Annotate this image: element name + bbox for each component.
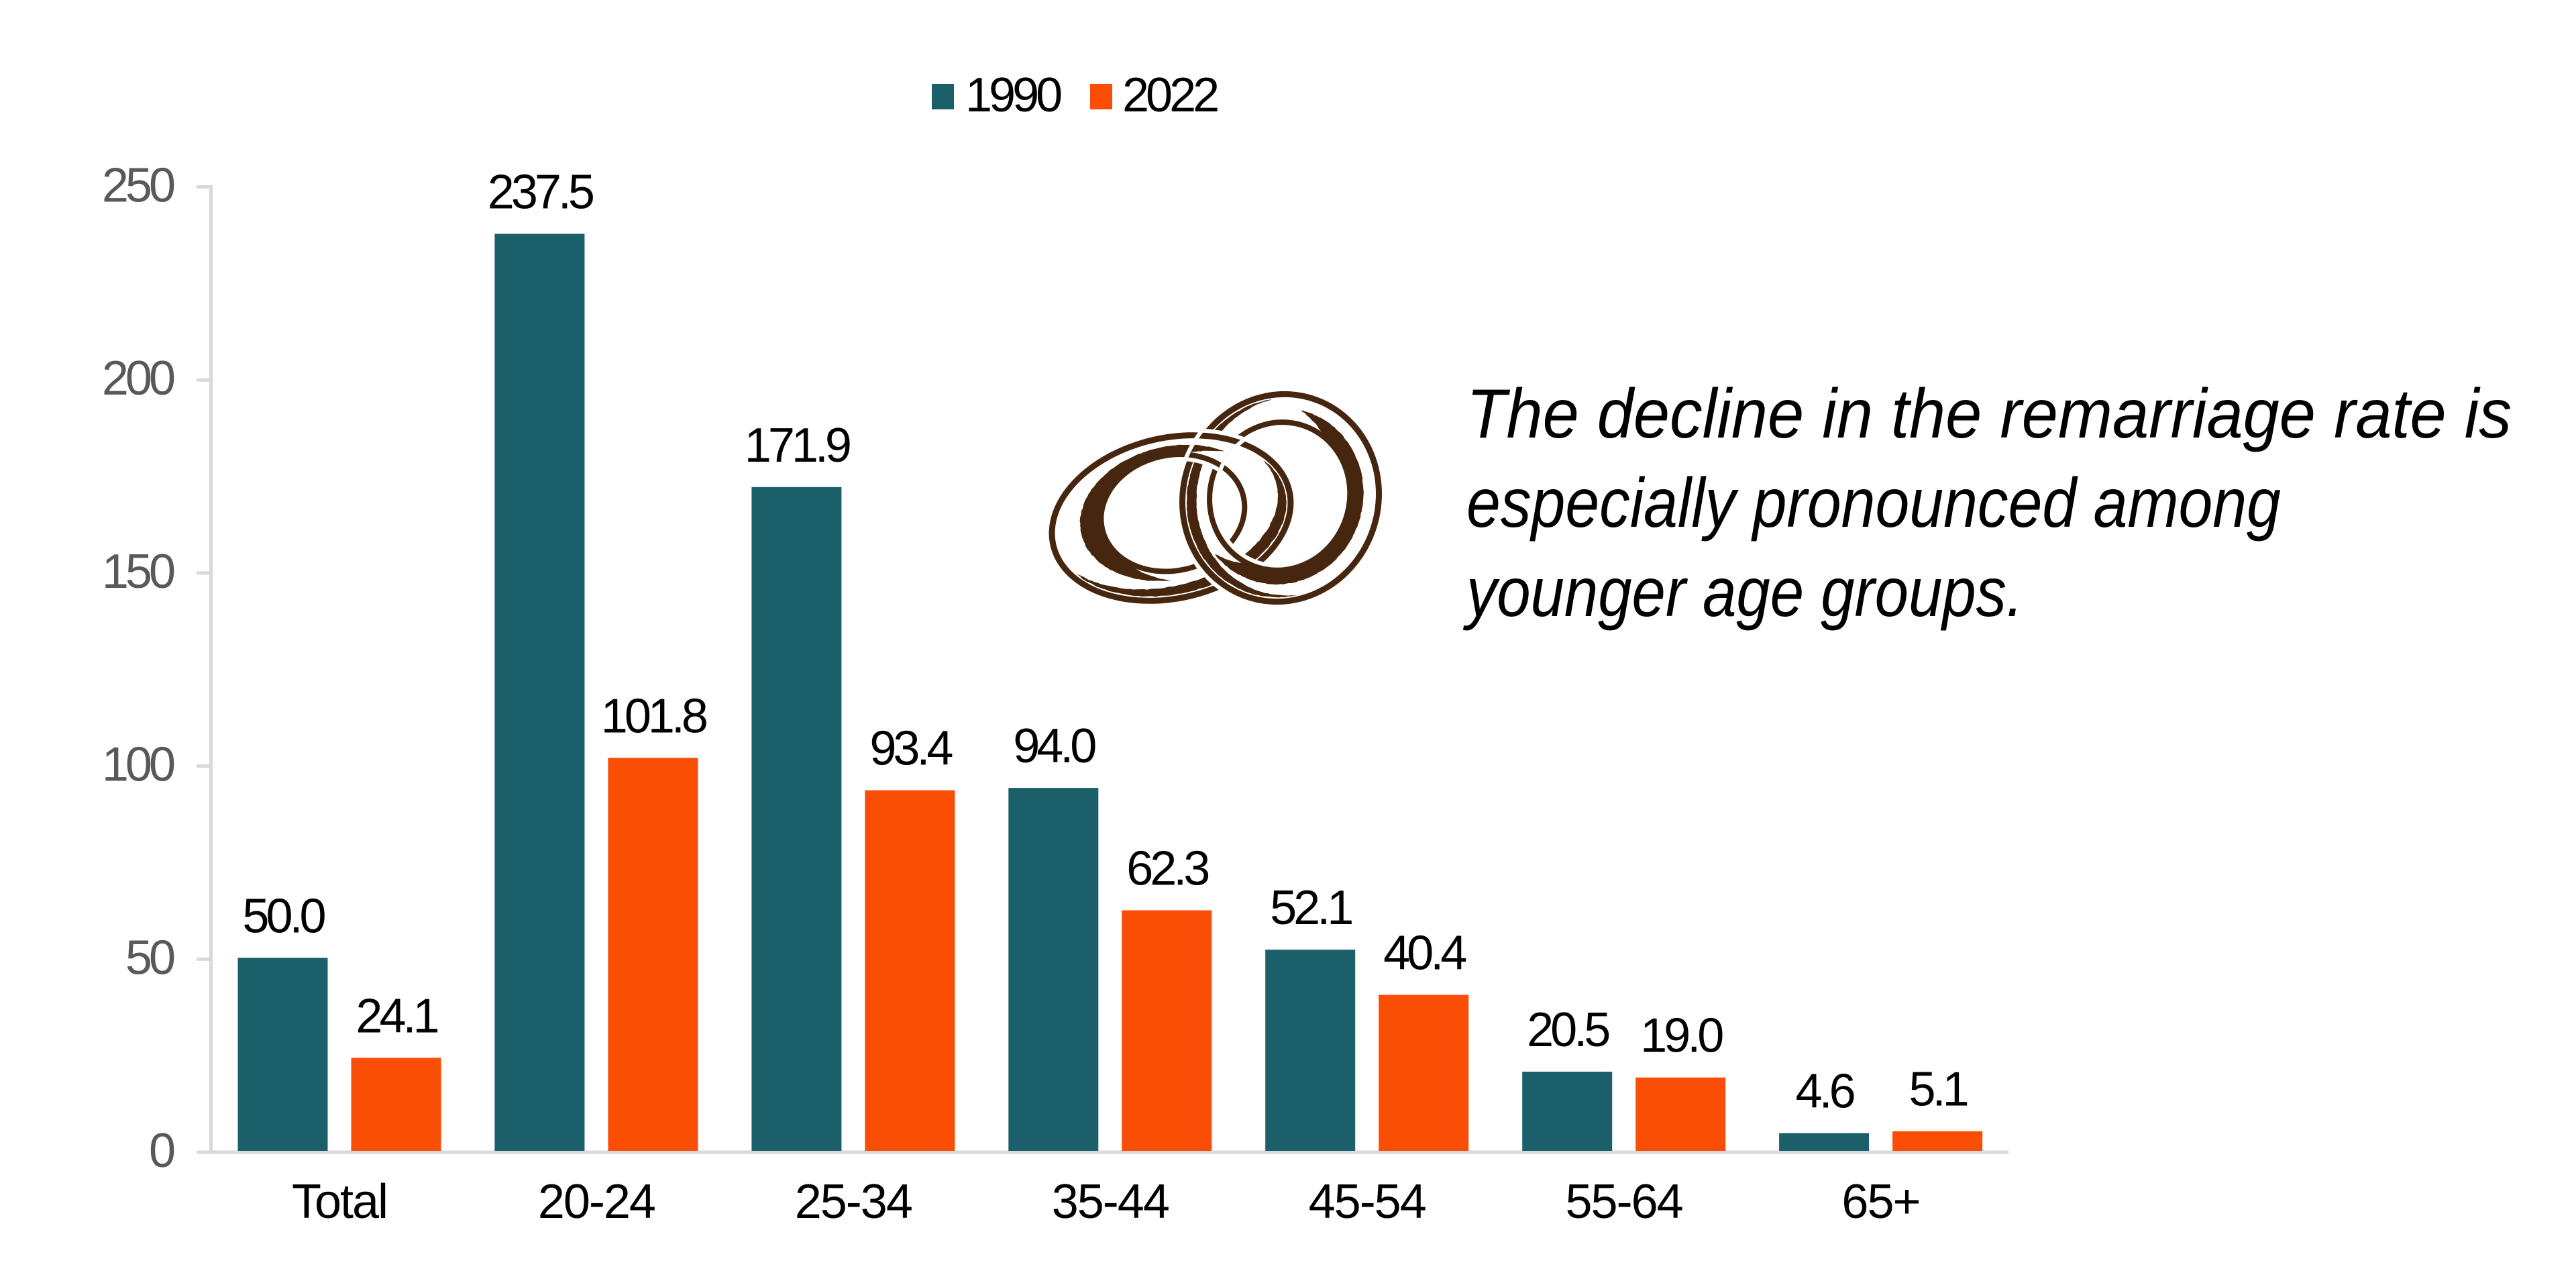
svg-text:40.4: 40.4 [1383,927,1466,980]
svg-text:2022: 2022 [1122,68,1218,122]
svg-text:25-34: 25-34 [795,1175,912,1229]
svg-text:150: 150 [102,545,174,599]
svg-text:50: 50 [125,931,174,984]
svg-text:52.1: 52.1 [1270,881,1352,935]
svg-text:24.1: 24.1 [356,989,437,1043]
svg-text:especially pronounced among: especially pronounced among [1466,464,2281,542]
svg-text:20.5: 20.5 [1527,1003,1609,1057]
svg-text:20-24: 20-24 [538,1175,655,1229]
svg-text:younger age groups.: younger age groups. [1463,554,2023,631]
svg-text:45-54: 45-54 [1309,1175,1426,1229]
svg-text:65+: 65+ [1841,1175,1919,1229]
svg-text:200: 200 [102,352,174,405]
svg-text:4.6: 4.6 [1796,1065,1854,1119]
svg-text:0: 0 [149,1124,174,1178]
svg-text:100: 100 [102,738,174,792]
svg-text:171.9: 171.9 [745,419,850,472]
svg-text:1990: 1990 [965,68,1061,122]
svg-text:19.0: 19.0 [1640,1009,1723,1063]
svg-text:93.4: 93.4 [869,722,952,776]
svg-text:250: 250 [102,159,174,213]
svg-text:101.8: 101.8 [601,689,706,743]
svg-text:50.0: 50.0 [242,889,325,943]
svg-text:62.3: 62.3 [1126,842,1208,896]
svg-text:35-44: 35-44 [1052,1175,1169,1229]
svg-text:237.5: 237.5 [488,165,594,219]
svg-text:55-64: 55-64 [1566,1175,1682,1229]
svg-text:94.0: 94.0 [1013,719,1095,773]
svg-text:Total: Total [292,1175,387,1229]
svg-text:The decline in the remarriage: The decline in the remarriage rate is [1466,375,2512,453]
svg-text:5.1: 5.1 [1909,1063,1968,1117]
